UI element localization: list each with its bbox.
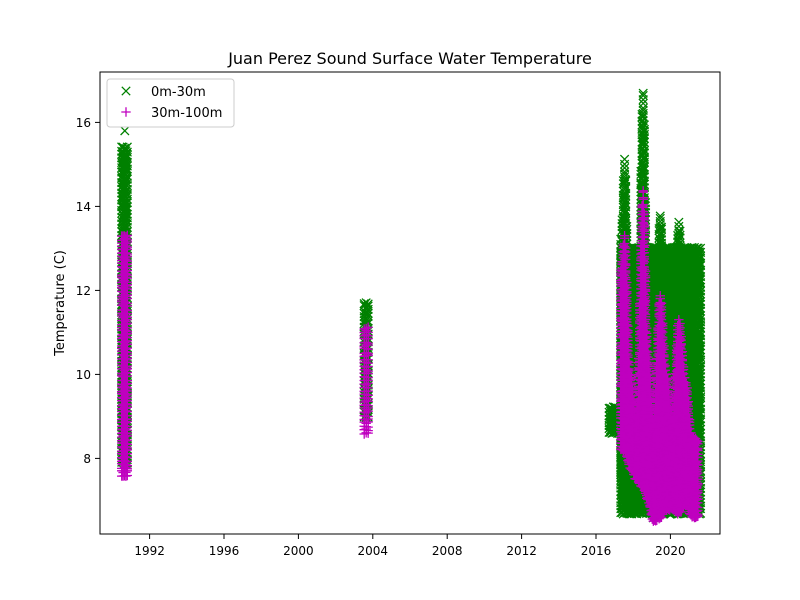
data-point-0m-30m bbox=[122, 202, 132, 212]
data-point-0m-30m bbox=[122, 205, 132, 215]
chart-title: Juan Perez Sound Surface Water Temperatu… bbox=[227, 49, 592, 68]
data-point-0m-30m bbox=[122, 198, 132, 208]
data-point-0m-30m bbox=[122, 142, 132, 152]
data-point-0m-30m bbox=[363, 299, 373, 309]
data-point-0m-30m bbox=[122, 209, 132, 219]
data-point-0m-30m bbox=[122, 150, 132, 160]
plot-area bbox=[117, 88, 706, 526]
data-point-0m-30m bbox=[363, 311, 373, 321]
data-point-0m-30m bbox=[122, 213, 132, 223]
data-point-0m-30m bbox=[122, 216, 132, 226]
data-point-0m-30m bbox=[122, 178, 132, 188]
data-point-0m-30m bbox=[122, 189, 132, 199]
data-point-0m-30m bbox=[363, 301, 373, 311]
data-point-0m-30m bbox=[122, 174, 132, 184]
data-point-0m-30m bbox=[363, 308, 373, 318]
data-point-0m-30m bbox=[122, 161, 132, 171]
data-point-0m-30m bbox=[122, 164, 132, 174]
